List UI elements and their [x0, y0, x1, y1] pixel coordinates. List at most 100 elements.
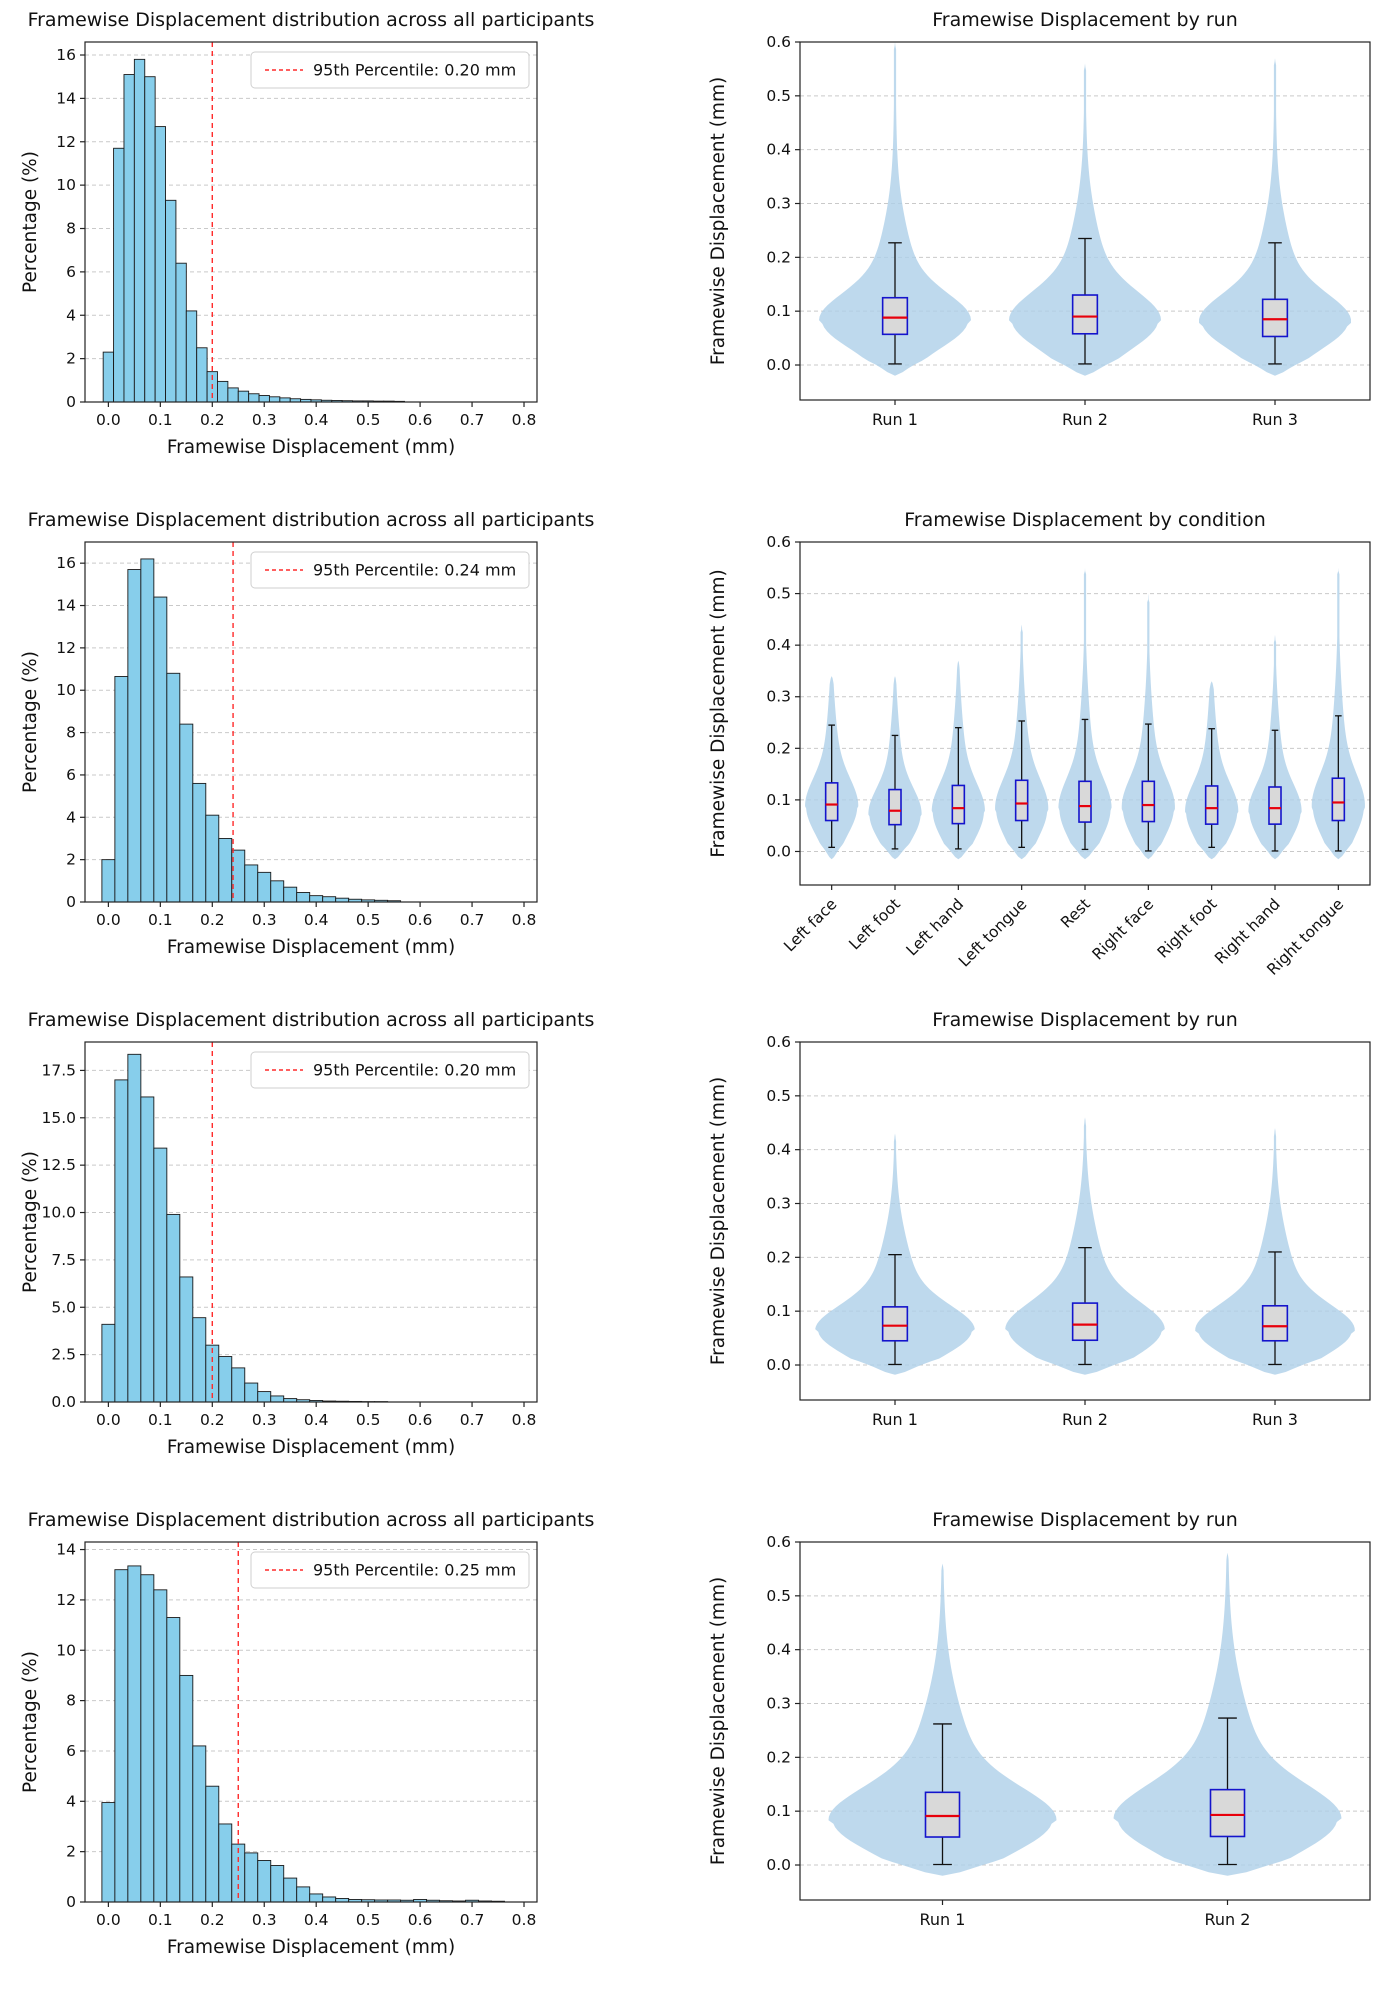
- svg-text:Left face: Left face: [780, 895, 840, 955]
- svg-text:0.3: 0.3: [766, 1195, 791, 1213]
- violin-by-run-row1: Run 1 Run 2 Run 3 0.0 0.1 0.2 0.3 0.4 0.5 0.6 Fram…: [708, 9, 1371, 429]
- svg-text:0.1: 0.1: [148, 1911, 173, 1929]
- svg-text:0.5: 0.5: [356, 1911, 381, 1929]
- svg-text:14: 14: [56, 89, 76, 107]
- svg-text:0.0: 0.0: [766, 356, 791, 374]
- svg-text:0.2: 0.2: [200, 911, 225, 929]
- panel-row4-violin-by-run: Run 1 Run 2 0.0 0.1 0.2 0.3 0.4 0.5 0.6 Framewise…: [692, 1500, 1384, 2000]
- svg-text:0.6: 0.6: [408, 411, 433, 429]
- panel-row2-histogram: 0 2 4 6 8 10 12 14 16 0.0 0.1 0.2 0.3 0.4 0.5 0.6 0.7 0.8…: [0, 500, 692, 1000]
- svg-text:0.3: 0.3: [252, 1411, 277, 1429]
- svg-text:Framewise Displacement distrib: Framewise Displacement distribution acro…: [28, 1509, 595, 1531]
- svg-text:Left foot: Left foot: [845, 895, 903, 953]
- svg-text:Framewise Displacement distrib: Framewise Displacement distribution acro…: [28, 509, 595, 531]
- svg-text:0.5: 0.5: [356, 911, 381, 929]
- svg-text:0.6: 0.6: [766, 1533, 791, 1551]
- svg-text:12: 12: [56, 639, 76, 657]
- svg-text:Framewise Displacement by run: Framewise Displacement by run: [932, 9, 1238, 31]
- svg-text:0.5: 0.5: [766, 1087, 791, 1105]
- svg-text:0.2: 0.2: [766, 1248, 791, 1266]
- svg-text:0.6: 0.6: [766, 1033, 791, 1051]
- svg-text:0.3: 0.3: [766, 195, 791, 213]
- svg-text:2.5: 2.5: [51, 1346, 76, 1364]
- svg-text:0.1: 0.1: [148, 911, 173, 929]
- svg-text:0.5: 0.5: [766, 585, 791, 603]
- svg-text:Framewise Displacement (mm): Framewise Displacement (mm): [708, 569, 729, 857]
- svg-text:95th Percentile: 0.25 mm: 95th Percentile: 0.25 mm: [313, 1561, 516, 1580]
- svg-text:Run 1: Run 1: [872, 1410, 918, 1429]
- svg-text:Framewise Displacement by run: Framewise Displacement by run: [932, 1509, 1238, 1531]
- svg-text:0.1: 0.1: [766, 791, 791, 809]
- svg-text:0.6: 0.6: [408, 1911, 433, 1929]
- svg-text:0.6: 0.6: [408, 1411, 433, 1429]
- svg-text:0.6: 0.6: [766, 33, 791, 51]
- svg-text:0.1: 0.1: [766, 1802, 791, 1820]
- svg-text:6: 6: [66, 766, 76, 784]
- svg-text:Run 3: Run 3: [1252, 410, 1298, 429]
- svg-text:Percentage (%): Percentage (%): [20, 151, 41, 293]
- svg-text:Left tongue: Left tongue: [955, 895, 1030, 970]
- svg-text:0.2: 0.2: [200, 1411, 225, 1429]
- panel-row3-violin-by-run: Run 1 Run 2 Run 3 0.0 0.1 0.2 0.3 0.4 0.5 0.6 Fram…: [692, 1000, 1384, 1500]
- svg-text:0.2: 0.2: [766, 1748, 791, 1766]
- panel-row1-violin-by-run: Run 1 Run 2 Run 3 0.0 0.1 0.2 0.3 0.4 0.5 0.6 Fram…: [692, 0, 1384, 500]
- svg-text:0.1: 0.1: [148, 411, 173, 429]
- svg-text:0.0: 0.0: [766, 1856, 791, 1874]
- violin-by-run-row3: Run 1 Run 2 Run 3 0.0 0.1 0.2 0.3 0.4 0.5 0.6 Fram…: [708, 1009, 1371, 1429]
- svg-text:Framewise Displacement (mm): Framewise Displacement (mm): [167, 437, 455, 458]
- svg-text:0.4: 0.4: [304, 1411, 329, 1429]
- svg-text:Run 2: Run 2: [1062, 410, 1108, 429]
- histogram-all-participants-row1: 0 2 4 6 8 10 12 14 16 0.0 0.1 0.2 0.3 0.4 0.5 0.6 0.7 0.8…: [20, 9, 595, 458]
- svg-text:10: 10: [56, 681, 76, 699]
- svg-text:0.5: 0.5: [356, 1411, 381, 1429]
- svg-text:0.1: 0.1: [148, 1411, 173, 1429]
- svg-text:Left hand: Left hand: [903, 895, 967, 959]
- svg-text:Framewise Displacement (mm): Framewise Displacement (mm): [708, 1077, 729, 1365]
- svg-text:0.4: 0.4: [304, 1911, 329, 1929]
- svg-text:2: 2: [66, 350, 76, 368]
- svg-text:Percentage (%): Percentage (%): [20, 1151, 41, 1293]
- svg-text:Run 2: Run 2: [1062, 1410, 1108, 1429]
- svg-text:4: 4: [66, 306, 76, 324]
- svg-text:0.8: 0.8: [512, 911, 537, 929]
- svg-text:Right foot: Right foot: [1154, 895, 1221, 962]
- histogram-all-participants-row4: 0 2 4 6 8 10 12 14 0.0 0.1 0.2 0.3 0.4 0.5 0.6 0.7 0.8 Fr…: [20, 1509, 595, 1958]
- svg-text:Framewise Displacement (mm): Framewise Displacement (mm): [708, 77, 729, 365]
- svg-text:Run 3: Run 3: [1252, 1410, 1298, 1429]
- svg-text:12.5: 12.5: [41, 1156, 76, 1174]
- svg-text:0.6: 0.6: [766, 533, 791, 551]
- svg-text:Framewise Displacement distrib: Framewise Displacement distribution acro…: [28, 1009, 595, 1031]
- histogram-all-participants-row2: 0 2 4 6 8 10 12 14 16 0.0 0.1 0.2 0.3 0.4 0.5 0.6 0.7 0.8…: [20, 509, 595, 958]
- svg-text:17.5: 17.5: [41, 1061, 76, 1079]
- svg-text:0.0: 0.0: [51, 1393, 76, 1411]
- svg-text:0.5: 0.5: [356, 411, 381, 429]
- svg-text:8: 8: [66, 724, 76, 742]
- svg-text:0.0: 0.0: [766, 842, 791, 860]
- svg-text:Rest: Rest: [1057, 895, 1094, 932]
- svg-text:6: 6: [66, 1742, 76, 1760]
- svg-text:95th Percentile: 0.20 mm: 95th Percentile: 0.20 mm: [313, 61, 516, 80]
- svg-text:16: 16: [56, 554, 76, 572]
- svg-text:0.4: 0.4: [766, 1641, 791, 1659]
- svg-text:0.5: 0.5: [766, 1587, 791, 1605]
- violin-by-run-row4: Run 1 Run 2 0.0 0.1 0.2 0.3 0.4 0.5 0.6 Framewise…: [708, 1509, 1371, 1929]
- svg-text:0.1: 0.1: [766, 1302, 791, 1320]
- svg-text:0.0: 0.0: [96, 1411, 121, 1429]
- svg-text:0.7: 0.7: [460, 911, 485, 929]
- svg-text:Framewise Displacement distrib: Framewise Displacement distribution acro…: [28, 9, 595, 31]
- svg-text:0.4: 0.4: [304, 911, 329, 929]
- svg-text:0.7: 0.7: [460, 411, 485, 429]
- svg-text:Run 2: Run 2: [1205, 1910, 1251, 1929]
- svg-text:5.0: 5.0: [51, 1298, 76, 1316]
- svg-text:Framewise Displacement by cond: Framewise Displacement by condition: [904, 509, 1266, 531]
- svg-text:0.3: 0.3: [766, 688, 791, 706]
- panel-row4-histogram: 0 2 4 6 8 10 12 14 0.0 0.1 0.2 0.3 0.4 0.5 0.6 0.7 0.8 Fr…: [0, 1500, 692, 2000]
- svg-text:8: 8: [66, 220, 76, 238]
- svg-text:95th Percentile: 0.24 mm: 95th Percentile: 0.24 mm: [313, 561, 516, 580]
- panel-row2-violin-by-condition: Left face Left foot Left hand Left tongue Re…: [692, 500, 1384, 1000]
- svg-text:4: 4: [66, 1792, 76, 1810]
- svg-text:15.0: 15.0: [41, 1109, 76, 1127]
- svg-text:Framewise Displacement (mm): Framewise Displacement (mm): [167, 1937, 455, 1958]
- svg-text:0.4: 0.4: [304, 411, 329, 429]
- svg-text:0.3: 0.3: [252, 411, 277, 429]
